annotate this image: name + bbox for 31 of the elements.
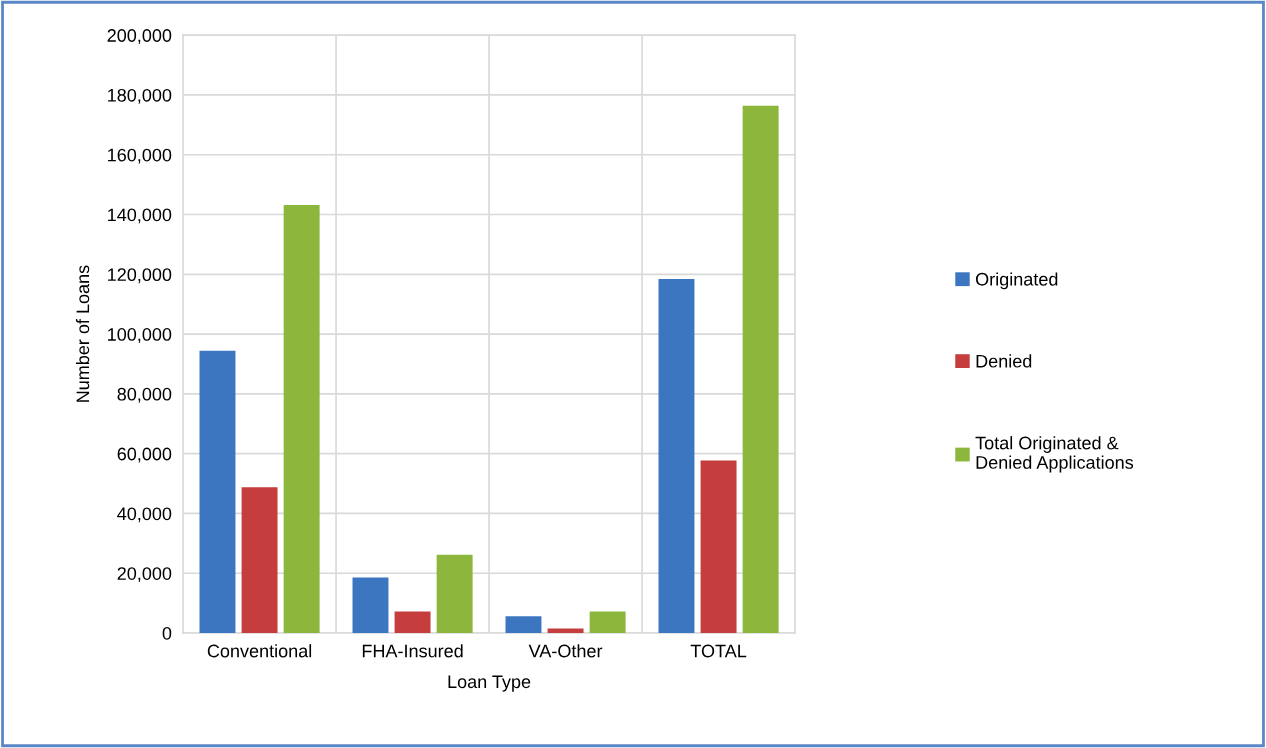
bar — [436, 554, 473, 634]
y-tick-label: 0 — [162, 626, 172, 640]
bar — [283, 204, 320, 634]
x-tick-label: Conventional — [207, 644, 312, 658]
y-tick-label: 100,000 — [108, 328, 172, 343]
bar — [199, 350, 236, 634]
bar — [352, 577, 389, 634]
x-tick-label: VA-Other — [528, 644, 603, 658]
bar — [658, 279, 695, 634]
legend-label: Originated — [975, 272, 1058, 290]
y-tick-label: 20,000 — [117, 567, 172, 583]
y-tick-label: 140,000 — [108, 208, 172, 224]
bar — [394, 611, 431, 634]
y-tick-label: 40,000 — [117, 507, 172, 523]
bar — [700, 460, 737, 634]
bar — [505, 616, 542, 634]
x-tick-label: TOTAL — [690, 644, 747, 658]
y-tick-label: 80,000 — [117, 387, 172, 403]
y-axis-title: Number of Loans — [75, 265, 90, 402]
x-tick-label: FHA-Insured — [362, 644, 463, 658]
x-axis-title: Loan Type — [448, 675, 531, 692]
bar — [241, 487, 278, 634]
bar — [742, 105, 779, 634]
y-tick-label: 200,000 — [107, 29, 172, 45]
y-tick-label: 60,000 — [117, 447, 172, 463]
y-tick-label: 160,000 — [108, 148, 172, 164]
legend-label: Denied — [976, 354, 1032, 368]
legend-label: Total Originated & Denied Applications — [975, 436, 1134, 473]
bar — [589, 611, 626, 634]
y-tick-label: 180,000 — [108, 88, 172, 104]
y-tick-label: 120,000 — [108, 268, 172, 284]
